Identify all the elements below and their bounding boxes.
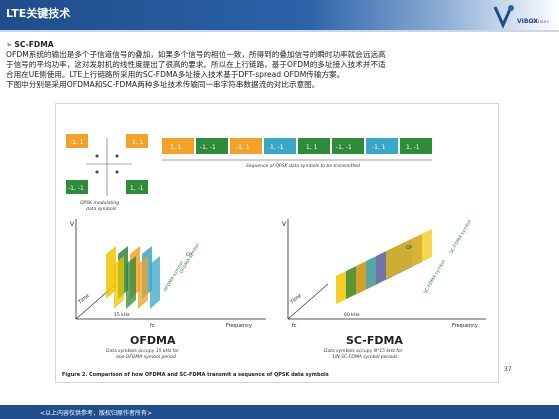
logo-text: VIBOX — [517, 18, 538, 25]
seq-box — [162, 138, 194, 154]
bullet-heading: ➢ SC-FDMA — [6, 40, 554, 50]
qpsk-constellation: -1, 1 1, 1 -1, -1 1, -1 QPSK modulating … — [66, 134, 148, 212]
ofdma-symbol-label: OFDMA symbol — [179, 242, 201, 275]
ofdma-fc: fc — [150, 323, 155, 329]
scfdma-cp: CP — [406, 245, 412, 251]
seq-box — [264, 138, 296, 154]
paragraph-line: 下图中分别是采用OFDMA和SC-FDMA两种多址技术传输同一串字符串数据流的对… — [6, 80, 320, 89]
qpsk-box-br — [126, 180, 148, 194]
page-number: 37 — [504, 366, 512, 373]
seq-box — [332, 138, 364, 154]
paragraph-line: 合用在UE侧使用。LTE上行链路所采用的SC-FDMA多址接入技术基于DFT-s… — [6, 70, 345, 79]
company-logo: VIBOX — [493, 5, 538, 29]
ofdma-axis-freq: Frequency — [226, 323, 252, 329]
sequence-caption: Sequence of QPSK data symbols to be tran… — [246, 163, 360, 169]
paragraph-line: OFDM系统的输出是多个子信道信号的叠加，如果多个信号的相位一致，所得到的叠加信… — [6, 50, 386, 59]
ofdma-bw: 15 kHz — [114, 312, 130, 318]
ofdma-subtitle: one OFDMA symbol period — [116, 354, 176, 360]
bullet-arrow-icon: ➢ — [6, 40, 13, 49]
scfdma-bw: 60 kHz — [344, 312, 360, 318]
figure-diagram: -1, 1 1, 1 -1, -1 1, -1 QPSK modulating … — [62, 134, 486, 378]
seq-box — [400, 138, 432, 154]
ofdma-axis-time: Time — [77, 293, 90, 306]
seq-box — [196, 138, 228, 154]
scfdma-subtitle: 1/N SC-FDMA symbol periods — [332, 354, 398, 360]
seq-box — [298, 138, 330, 154]
scfdma-axis-time: Time — [289, 293, 302, 306]
scfdma-axis-freq: Frequency — [452, 323, 478, 329]
page-title: LTE关键技术 — [6, 7, 71, 20]
scfdma-axis-v: V — [282, 221, 287, 228]
figure-caption: Figure 2. Comparison of how OFDMA and SC… — [62, 372, 329, 378]
footer-bar: <以上内容仅供参考，版权归原作者所有> — [0, 405, 559, 419]
qpsk-caption: data symbols — [86, 206, 117, 212]
seq-label: 1, 1 — [170, 144, 182, 151]
ofdma-axis-v: V — [70, 221, 75, 228]
seq-box — [366, 138, 398, 154]
ofdma-cp: CP — [186, 252, 192, 258]
header-bar: LTE关键技术 VIBOX solutions — [0, 0, 559, 30]
seq-box — [230, 138, 262, 154]
seq-label: 1, 1 — [306, 144, 318, 151]
seq-label: -1, 1 — [372, 144, 386, 151]
footer-text: <以上内容仅供参考，版权归原作者所有> — [40, 410, 153, 417]
seq-label: 1, -1 — [270, 144, 284, 151]
seq-label: -1, -1 — [336, 144, 352, 151]
scfdma-blocks — [336, 229, 432, 304]
scfdma-title: SC-FDMA — [346, 334, 403, 347]
qpsk-label-tr: 1, 1 — [132, 139, 144, 146]
seq-label: -1, -1 — [200, 144, 216, 151]
qpsk-box-tr — [126, 134, 148, 148]
scfdma-diagram: V Time Frequency fc 60 kHz SC-FDMA symbo… — [282, 219, 486, 360]
scfdma-symbol-label: SC-FDMA symbol — [423, 259, 447, 295]
logo-subtitle: solutions — [528, 19, 549, 24]
qpsk-box-tl — [66, 134, 88, 148]
header-divider — [0, 30, 559, 32]
comparison-figure: -1, 1 1, 1 -1, -1 1, -1 QPSK modulating … — [55, 103, 499, 383]
qpsk-label-tl: -1, 1 — [70, 139, 84, 146]
scfdma-fc: fc — [292, 323, 297, 329]
seq-label: -1, 1 — [236, 144, 250, 151]
bullet-title: SC-FDMA — [14, 40, 54, 49]
ofdma-diagram: V Time Frequency fc 15 kHz OFDMA symbol … — [70, 219, 266, 360]
qpsk-box-bl — [66, 180, 88, 194]
ofdma-subtitle: Data symbols occupy 15 kHz for — [106, 348, 180, 354]
symbol-sequence: 1, 1 -1, -1 -1, 1 1, -1 1, 1 -1, -1 -1, … — [162, 138, 432, 169]
ofdma-title: OFDMA — [130, 334, 176, 347]
paragraph-line: 于信号的平均功率，这对发射机的线性度提出了很高的要求。所以在上行链路，基于OFD… — [6, 60, 386, 69]
ofdma-subcarriers — [106, 246, 160, 309]
qpsk-caption: QPSK modulating — [80, 200, 119, 206]
scfdma-symbol-label: SC-FDMA symbol — [449, 219, 473, 255]
content-text: ➢ SC-FDMA OFDM系统的输出是多个子信道信号的叠加，如果多个信号的相位一… — [6, 40, 554, 90]
seq-label: 1, -1 — [406, 144, 420, 151]
qpsk-label-bl: -1, -1 — [68, 185, 84, 192]
scfdma-subtitle: Data symbols occupy N*15 kHz for — [324, 348, 404, 354]
qpsk-label-br: 1, -1 — [130, 185, 144, 192]
ofdma-symbol-label: OFDMA symbol — [163, 260, 185, 293]
